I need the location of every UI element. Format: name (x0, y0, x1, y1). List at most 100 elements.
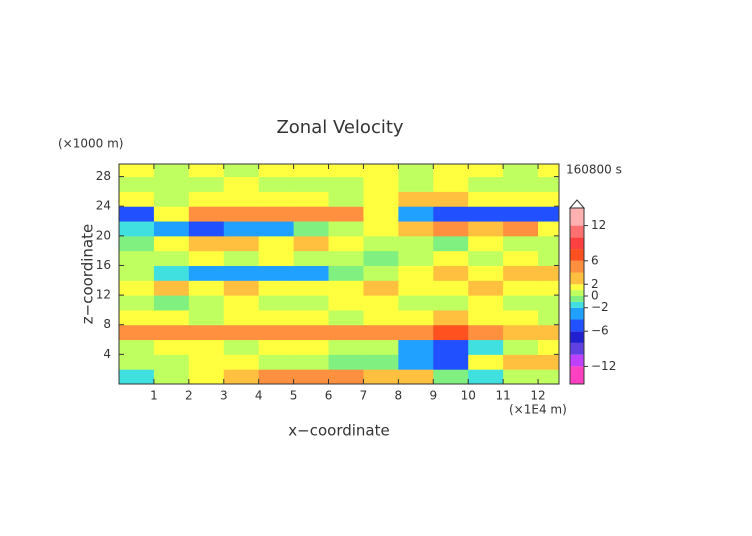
field-cell (328, 324, 364, 341)
field-cell (538, 309, 559, 326)
field-cell (363, 176, 399, 192)
x-axis-label: x−coordinate (288, 422, 389, 440)
field-cell (538, 339, 559, 355)
field-cell (188, 295, 225, 311)
field-cell (153, 369, 190, 384)
field-cell (258, 164, 295, 178)
field-cell (538, 191, 559, 207)
field-cell (153, 191, 190, 207)
field-cell (293, 221, 330, 237)
field-cell (433, 369, 469, 384)
field-cell (223, 206, 260, 222)
colorbar-segment (570, 260, 584, 273)
field-cell (503, 295, 539, 311)
field-cell (503, 164, 539, 178)
field-cell (433, 309, 469, 326)
field-cell (258, 324, 295, 341)
colorbar-tick-label: −2 (591, 300, 609, 314)
field-cell (119, 280, 155, 296)
field-cell (119, 206, 155, 222)
field-cell (363, 206, 399, 222)
field-cell (328, 354, 364, 370)
field-cell (328, 164, 364, 178)
field-cell (223, 369, 260, 384)
field-cell (328, 221, 364, 237)
colorbar-tick-label: 0 (591, 289, 599, 303)
field-cell (468, 164, 504, 178)
field-cell (398, 309, 434, 326)
field-cell (363, 265, 399, 281)
field-cell (328, 295, 364, 311)
field-cell (223, 295, 260, 311)
field-cell (538, 164, 559, 178)
field-cell (119, 369, 155, 384)
field-cell (223, 265, 260, 281)
field-cell (503, 191, 539, 207)
field-cell (153, 280, 190, 296)
y-tick-label: 16 (96, 258, 111, 272)
field-cell (503, 354, 539, 370)
field-cell (468, 309, 504, 326)
field-cell (503, 339, 539, 355)
field-cell (503, 221, 539, 237)
field-cell (188, 280, 225, 296)
field-cell (398, 295, 434, 311)
field-cell (363, 164, 399, 178)
field-cell (258, 339, 295, 355)
y-tick-label: 8 (103, 317, 111, 331)
field-cell (538, 250, 559, 266)
field-cell (468, 191, 504, 207)
field-cell (188, 309, 225, 326)
field-cell (433, 250, 469, 266)
field-cell (503, 369, 539, 384)
field-cell (223, 176, 260, 192)
colorbar-segment (570, 296, 584, 302)
field-cell (223, 354, 260, 370)
field-cell (293, 324, 330, 341)
field-cell (503, 309, 539, 326)
y-tick-label: 4 (103, 347, 111, 361)
field-cell (153, 265, 190, 281)
field-cell (293, 295, 330, 311)
field-cell (433, 221, 469, 237)
field-cell (468, 280, 504, 296)
field-cell (433, 339, 469, 355)
colorbar-segment (570, 301, 584, 308)
field-cell (119, 295, 155, 311)
x-tick-label: 12 (530, 389, 545, 403)
field-cell (188, 354, 225, 370)
x-tick-label: 5 (290, 389, 298, 403)
field-cell (328, 206, 364, 222)
field-cell (433, 295, 469, 311)
field-cell (258, 221, 295, 237)
field-cell (433, 265, 469, 281)
field-cell (328, 250, 364, 266)
field-cell (188, 265, 225, 281)
colorbar-segment (570, 366, 584, 384)
field-cell (293, 309, 330, 326)
field-cell (468, 206, 504, 222)
field-cell (188, 369, 225, 384)
field-cell (119, 250, 155, 266)
field-cell (223, 280, 260, 296)
field-cell (328, 309, 364, 326)
field-cell (153, 164, 190, 178)
field-cell (398, 235, 434, 252)
colorbar-segment (570, 272, 584, 285)
field-cell (119, 265, 155, 281)
field-cell (119, 191, 155, 207)
field-cell (188, 235, 225, 252)
colorbar-tick-label: −6 (591, 324, 609, 338)
field-cell (328, 176, 364, 192)
field-cell (293, 235, 330, 252)
field-cell (293, 265, 330, 281)
field-cell (468, 369, 504, 384)
field-cell (328, 280, 364, 296)
field-cell (119, 339, 155, 355)
x-tick-label: 9 (429, 389, 437, 403)
plot-frame (118, 163, 560, 385)
field-cell (293, 206, 330, 222)
field-cell (538, 295, 559, 311)
field-cell (433, 280, 469, 296)
field-cell (398, 250, 434, 266)
